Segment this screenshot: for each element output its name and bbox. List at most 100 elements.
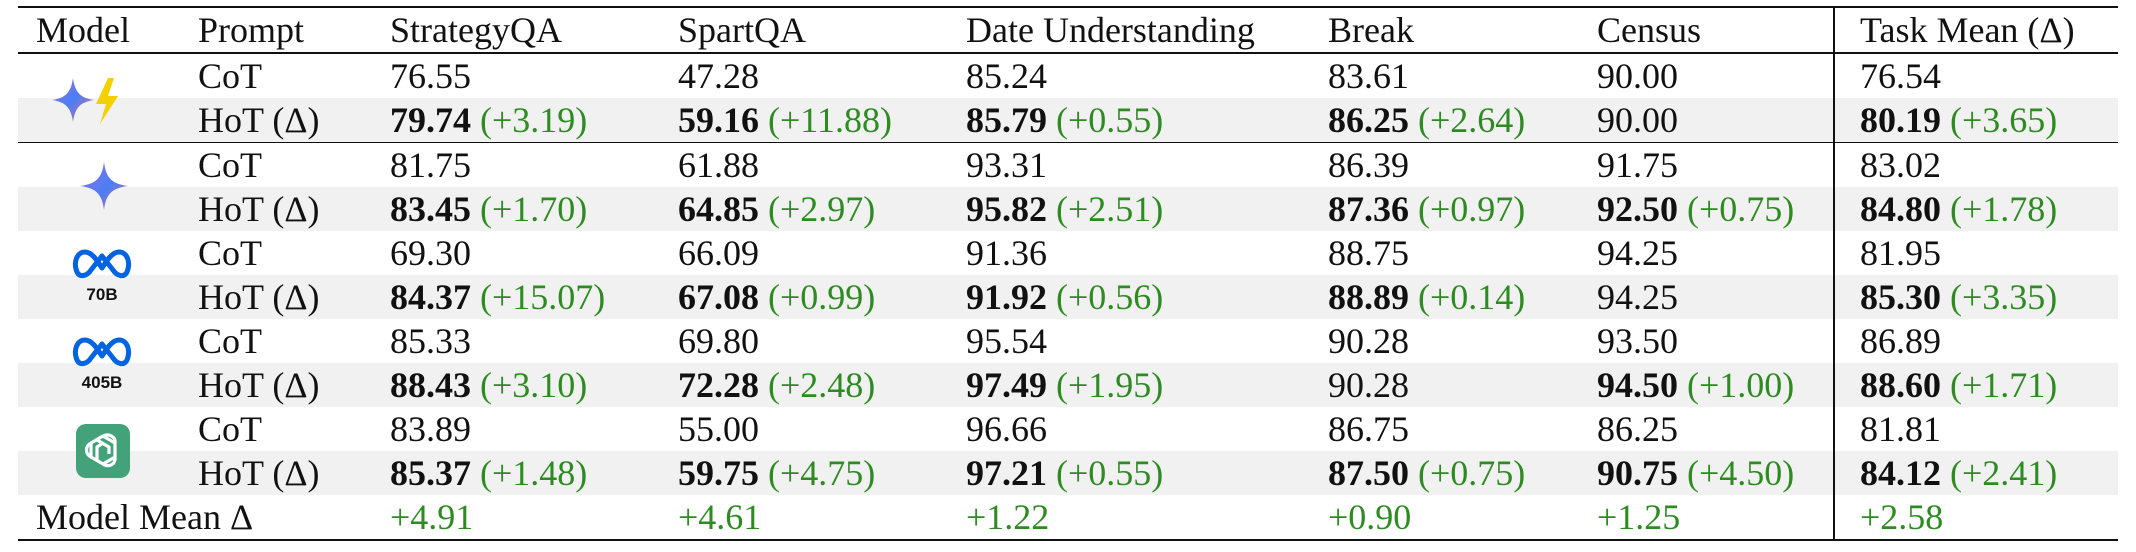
footer-label: Model Mean Δ — [36, 497, 254, 537]
score-cell: 86.75 — [1328, 407, 1409, 451]
gemini-flash-icon — [52, 78, 118, 124]
openai-icon — [76, 424, 130, 478]
score-value: 92.50 — [1597, 189, 1678, 229]
score-value: 94.50 — [1597, 365, 1678, 405]
table-row: CoT 76.55 47.28 85.24 83.61 90.00 76.54 — [18, 54, 2118, 98]
table-row: HoT (Δ) 88.43 (+3.10) 72.28 (+2.48) 97.49 (… — [18, 363, 2118, 407]
footer-value: +1.22 — [966, 497, 1050, 537]
score-value: 83.02 — [1860, 145, 1941, 185]
table-row: CoT 85.33 69.80 95.54 90.28 93.50 86.89 — [18, 319, 2118, 363]
score-value: 85.30 — [1860, 277, 1941, 317]
score-cell: 95.82 (+2.51) — [966, 187, 1163, 231]
header-break: Break — [1328, 10, 1414, 50]
prompt-cell: HoT (Δ) — [198, 453, 320, 493]
score-value: 81.95 — [1860, 233, 1941, 273]
score-cell: 86.25 — [1597, 407, 1678, 451]
score-cell: 55.00 — [678, 407, 759, 451]
score-value: 86.25 — [1597, 409, 1678, 449]
results-table: Model Prompt StrategyQA SpartQA Date Und… — [18, 6, 2118, 546]
footer-value: +4.61 — [678, 497, 762, 537]
delta-value: (+2.48) — [768, 365, 876, 405]
score-cell: 85.24 — [966, 54, 1047, 98]
score-cell: 87.36 (+0.97) — [1328, 187, 1525, 231]
score-value: 47.28 — [678, 56, 759, 96]
score-cell: 94.25 — [1597, 275, 1678, 319]
score-cell: 91.36 — [966, 231, 1047, 275]
score-cell: 90.00 — [1597, 98, 1678, 142]
delta-value: (+0.14) — [1418, 277, 1526, 317]
score-cell: 88.43 (+3.10) — [390, 363, 587, 407]
meta-llama-icon — [72, 337, 132, 367]
score-value: 79.74 — [390, 100, 471, 140]
delta-value: (+2.41) — [1950, 453, 2058, 493]
score-value: 94.25 — [1597, 277, 1678, 317]
table-row: HoT (Δ) 79.74 (+3.19) 59.16 (+11.88) 85.79 … — [18, 98, 2118, 142]
header-spartqa: SpartQA — [678, 10, 806, 50]
score-value: 95.82 — [966, 189, 1047, 229]
header-task-mean: Task Mean (Δ) — [1860, 10, 2075, 50]
score-value: 72.28 — [678, 365, 759, 405]
delta-value: (+0.75) — [1418, 453, 1526, 493]
bottom-rule — [18, 539, 2118, 541]
score-cell: 47.28 — [678, 54, 759, 98]
prompt-cell: CoT — [198, 56, 263, 96]
score-value: 83.61 — [1328, 56, 1409, 96]
score-cell: 94.50 (+1.00) — [1597, 363, 1794, 407]
delta-value: (+1.00) — [1687, 365, 1795, 405]
score-cell: 85.37 (+1.48) — [390, 451, 587, 495]
table-row: CoT 69.30 66.09 91.36 88.75 94.25 81.95 — [18, 231, 2118, 275]
delta-value: (+15.07) — [480, 277, 606, 317]
score-value: 88.75 — [1328, 233, 1409, 273]
header-rule — [18, 52, 2118, 54]
prompt-cell: HoT (Δ) — [198, 100, 320, 140]
delta-value: (+2.97) — [768, 189, 876, 229]
score-cell: 67.08 (+0.99) — [678, 275, 875, 319]
score-value: 84.37 — [390, 277, 471, 317]
header-prompt: Prompt — [198, 10, 305, 50]
score-value: 83.89 — [390, 409, 471, 449]
score-cell: 72.28 (+2.48) — [678, 363, 875, 407]
header-row: Model Prompt StrategyQA SpartQA Date Und… — [18, 8, 2118, 52]
score-cell: 81.95 — [1860, 231, 1941, 275]
delta-value: (+4.50) — [1687, 453, 1795, 493]
delta-value: (+0.55) — [1056, 100, 1164, 140]
score-value: 85.33 — [390, 321, 471, 361]
score-value: 69.30 — [390, 233, 471, 273]
score-cell: 94.25 — [1597, 231, 1678, 275]
score-cell: 88.60 (+1.71) — [1860, 363, 2057, 407]
delta-value: (+1.71) — [1950, 365, 2058, 405]
score-value: 69.80 — [678, 321, 759, 361]
score-cell: 69.80 — [678, 319, 759, 363]
header-strategyqa: StrategyQA — [390, 10, 562, 50]
score-cell: 88.75 — [1328, 231, 1409, 275]
delta-value: (+0.99) — [768, 277, 876, 317]
score-cell: 92.50 (+0.75) — [1597, 187, 1794, 231]
score-value: 95.54 — [966, 321, 1047, 361]
score-cell: 84.12 (+2.41) — [1860, 451, 2057, 495]
score-cell: 76.55 — [390, 54, 471, 98]
score-cell: 85.30 (+3.35) — [1860, 275, 2057, 319]
score-cell: 84.80 (+1.78) — [1860, 187, 2057, 231]
prompt-cell: HoT (Δ) — [198, 189, 320, 229]
score-value: 86.89 — [1860, 321, 1941, 361]
score-value: 90.28 — [1328, 365, 1409, 405]
delta-value: (+11.88) — [768, 100, 892, 140]
score-value: 76.55 — [390, 56, 471, 96]
score-cell: 88.89 (+0.14) — [1328, 275, 1525, 319]
prompt-cell: CoT — [198, 233, 263, 273]
score-value: 85.24 — [966, 56, 1047, 96]
score-cell: 86.39 — [1328, 143, 1409, 187]
score-value: 90.00 — [1597, 100, 1678, 140]
score-value: 64.85 — [678, 189, 759, 229]
score-value: 91.36 — [966, 233, 1047, 273]
gemini-pro-icon — [80, 162, 128, 210]
score-value: 81.81 — [1860, 409, 1941, 449]
footer-value: +2.58 — [1860, 497, 1944, 537]
table-row: CoT 83.89 55.00 96.66 86.75 86.25 81.81 — [18, 407, 2118, 451]
score-value: 88.89 — [1328, 277, 1409, 317]
score-value: 85.37 — [390, 453, 471, 493]
group-rule — [18, 141, 2118, 143]
column-divider — [1833, 6, 1835, 541]
delta-value: (+1.48) — [480, 453, 588, 493]
delta-value: (+1.70) — [480, 189, 588, 229]
